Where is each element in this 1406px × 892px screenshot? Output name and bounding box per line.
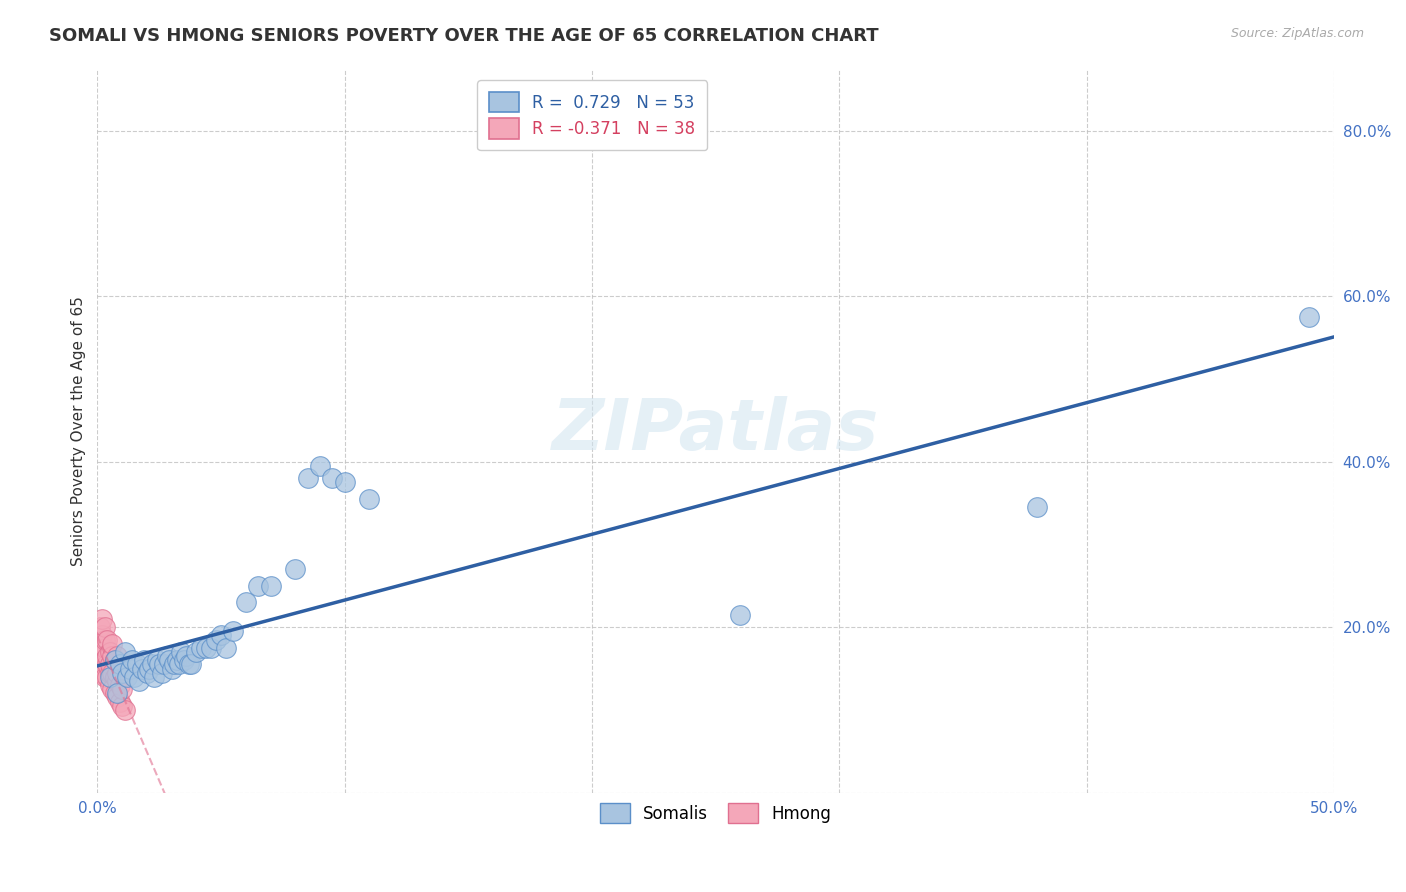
Point (105, 690, 128, 705)
Point (138, 661, 160, 675)
Point (180, 657, 202, 672)
Point (96, 649, 118, 664)
Point (91, 645, 114, 659)
Point (94, 620, 117, 634)
Point (105, 673, 128, 688)
Point (153, 657, 176, 672)
Point (108, 695, 131, 709)
Point (173, 653, 195, 667)
Point (111, 682, 134, 697)
Point (141, 657, 163, 672)
Point (105, 686, 128, 700)
Point (124, 670, 146, 684)
Point (1026, 500, 1049, 515)
Point (91, 628, 114, 642)
Point (114, 703, 136, 717)
Point (209, 628, 232, 642)
Point (1298, 310, 1320, 324)
Point (200, 640, 222, 655)
Point (131, 661, 153, 675)
Point (98, 670, 121, 684)
Point (205, 632, 228, 647)
Point (177, 657, 200, 672)
Point (195, 640, 218, 655)
Point (91, 612, 114, 626)
Point (91, 649, 114, 664)
Point (94, 632, 117, 647)
Point (259, 579, 281, 593)
Point (166, 653, 188, 667)
Point (96, 657, 118, 672)
Point (186, 645, 208, 659)
Point (145, 653, 167, 667)
Point (150, 665, 173, 680)
Point (297, 471, 319, 485)
Point (98, 678, 121, 692)
Point (96, 670, 118, 684)
Point (98, 665, 121, 680)
Y-axis label: Seniors Poverty Over the Age of 65: Seniors Poverty Over the Age of 65 (72, 295, 86, 566)
Point (111, 665, 134, 680)
Point (101, 649, 124, 664)
Point (118, 661, 141, 675)
Text: SOMALI VS HMONG SENIORS POVERTY OVER THE AGE OF 65 CORRELATION CHART: SOMALI VS HMONG SENIORS POVERTY OVER THE… (49, 27, 879, 45)
Point (135, 665, 157, 680)
Point (105, 649, 128, 664)
Point (89, 620, 111, 634)
Point (170, 645, 193, 659)
Point (101, 665, 124, 680)
Point (98, 657, 121, 672)
Point (91, 665, 114, 680)
Point (108, 657, 131, 672)
Legend: Somalis, Hmong: Somalis, Hmong (588, 791, 844, 835)
Point (167, 657, 190, 672)
Point (190, 640, 212, 655)
Point (247, 579, 270, 593)
Point (89, 661, 111, 675)
Point (94, 653, 117, 667)
Point (96, 632, 118, 647)
Point (148, 657, 170, 672)
Point (89, 645, 111, 659)
Point (157, 653, 180, 667)
Point (163, 657, 186, 672)
Point (104, 670, 127, 684)
Point (98, 645, 121, 659)
Point (121, 653, 143, 667)
Point (104, 653, 127, 667)
Text: Source: ZipAtlas.com: Source: ZipAtlas.com (1230, 27, 1364, 40)
Point (143, 670, 166, 684)
Point (115, 670, 138, 684)
Point (125, 657, 148, 672)
Point (176, 649, 198, 664)
Point (89, 637, 111, 651)
Point (108, 678, 131, 692)
Point (104, 653, 127, 667)
Point (284, 562, 307, 576)
Point (309, 458, 332, 473)
Point (359, 491, 381, 506)
Point (94, 640, 117, 655)
Point (321, 471, 343, 485)
Point (160, 661, 183, 675)
Point (104, 686, 127, 700)
Point (101, 682, 124, 697)
Point (111, 698, 134, 713)
Point (730, 607, 752, 622)
Point (215, 640, 238, 655)
Point (134, 653, 156, 667)
Point (222, 624, 245, 639)
Point (128, 673, 150, 688)
Text: ZIPatlas: ZIPatlas (553, 396, 879, 465)
Point (114, 645, 136, 659)
Point (101, 637, 124, 651)
Point (105, 665, 128, 680)
Point (156, 649, 179, 664)
Point (235, 595, 257, 609)
Point (94, 670, 117, 684)
Point (333, 475, 356, 490)
